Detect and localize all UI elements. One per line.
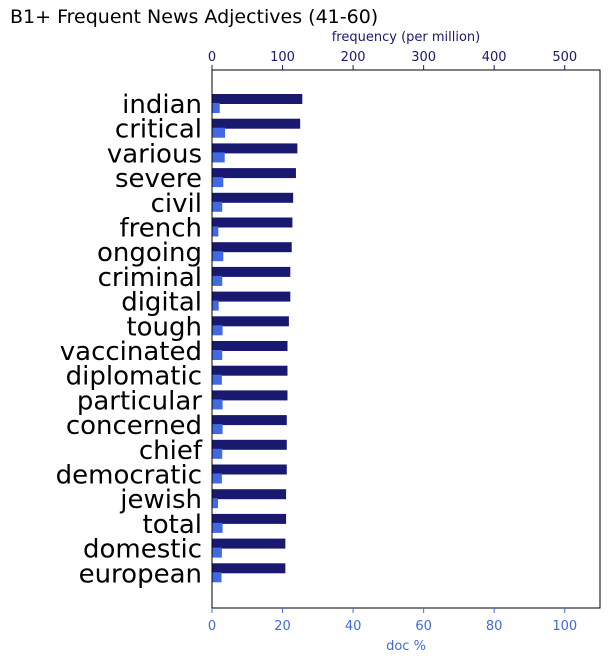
- doc-percent-bar-criminal: [212, 275, 223, 286]
- category-label-vaccinated: vaccinated: [60, 337, 202, 367]
- frequency-bar-concerned: [212, 415, 287, 426]
- doc-percent-bar-vaccinated: [212, 350, 223, 360]
- frequency-bar-various: [212, 143, 298, 154]
- frequency-bar-european: [212, 563, 286, 574]
- doc-percent-bar-particular: [212, 399, 223, 410]
- category-label-chief: chief: [139, 436, 203, 466]
- category-label-various: various: [107, 139, 202, 169]
- frequency-bar-french: [212, 217, 293, 228]
- doc-percent-bar-french: [212, 226, 219, 237]
- frequency-bar-critical: [212, 118, 301, 129]
- bottom-tick-label-40: 40: [345, 619, 362, 634]
- doc-percent-bar-diplomatic: [212, 374, 222, 385]
- frequency-bar-jewish: [212, 489, 287, 500]
- top-axis: 0 100 200 300 400 500: [208, 50, 577, 70]
- doc-percent-bar-domestic: [212, 547, 222, 558]
- doc-percent-bar-total: [212, 522, 223, 533]
- bottom-tick-label-0: 0: [208, 619, 216, 634]
- doc-percent-bar-civil: [212, 201, 223, 212]
- frequency-bar-tough: [212, 316, 289, 327]
- doc-percent-bar-various: [212, 152, 225, 163]
- category-label-domestic: domestic: [83, 535, 202, 565]
- frequency-bar-severe: [212, 168, 296, 179]
- category-label-democratic: democratic: [56, 461, 202, 491]
- frequency-bar-particular: [212, 390, 288, 401]
- frequency-bar-chief: [212, 439, 287, 450]
- category-label-indian: indian: [122, 90, 202, 120]
- chart-title: B1+ Frequent News Adjectives (41-60): [10, 6, 379, 28]
- top-tick-label-400: 400: [482, 50, 507, 65]
- top-axis-title: frequency (per million): [332, 30, 481, 45]
- frequency-bar-indian: [212, 94, 303, 104]
- frequency-bar-vaccinated: [212, 341, 288, 351]
- category-label-french: french: [119, 214, 202, 244]
- doc-percent-bar-indian: [212, 103, 220, 113]
- category-label-tough: tough: [126, 312, 202, 342]
- doc-percent-bar-digital: [212, 300, 219, 311]
- category-label-severe: severe: [115, 164, 202, 194]
- top-tick-label-100: 100: [270, 50, 295, 65]
- doc-percent-bar-severe: [212, 177, 224, 188]
- frequency-bar-domestic: [212, 538, 286, 549]
- doc-percent-bar-tough: [212, 325, 223, 336]
- frequency-bar-diplomatic: [212, 365, 288, 376]
- category-label-jewish: jewish: [119, 485, 202, 515]
- frequency-bar-criminal: [212, 266, 291, 277]
- bottom-tick-label-20: 20: [274, 619, 291, 634]
- frequency-bar-total: [212, 513, 287, 524]
- frequency-bar-democratic: [212, 464, 287, 475]
- frequency-bar-civil: [212, 192, 294, 203]
- category-label-total: total: [143, 510, 202, 540]
- doc-percent-bar-democratic: [212, 473, 222, 484]
- bottom-tick-label-100: 100: [552, 619, 577, 634]
- category-label-diplomatic: diplomatic: [66, 362, 202, 392]
- top-tick-label-300: 300: [411, 50, 436, 65]
- doc-percent-bar-european: [212, 572, 222, 583]
- doc-percent-bar-ongoing: [212, 251, 224, 262]
- frequency-bars: [212, 94, 303, 574]
- category-label-concerned: concerned: [66, 411, 202, 441]
- doc-percent-bars: [212, 103, 226, 583]
- bottom-tick-label-60: 60: [415, 619, 432, 634]
- doc-percent-bar-jewish: [212, 498, 218, 509]
- plot-frame: [211, 69, 601, 609]
- category-label-civil: civil: [151, 189, 202, 219]
- category-label-digital: digital: [121, 288, 202, 318]
- bottom-axis-title: doc %: [386, 639, 426, 654]
- category-label-critical: critical: [115, 115, 202, 145]
- category-label-ongoing: ongoing: [97, 238, 202, 268]
- doc-percent-bar-concerned: [212, 424, 223, 435]
- bottom-tick-label-80: 80: [486, 619, 503, 634]
- bottom-axis: 0 20 40 60 80 100: [208, 608, 577, 634]
- doc-percent-bar-critical: [212, 127, 226, 138]
- category-label-european: european: [79, 559, 202, 589]
- top-tick-label-200: 200: [341, 50, 366, 65]
- frequency-bar-digital: [212, 291, 291, 302]
- category-labels: indiancriticalvariousseverecivilfrenchon…: [56, 90, 203, 589]
- category-label-criminal: criminal: [98, 263, 202, 293]
- top-tick-label-500: 500: [552, 50, 577, 65]
- category-label-particular: particular: [77, 386, 202, 416]
- doc-percent-bar-chief: [212, 448, 223, 459]
- frequency-bar-ongoing: [212, 242, 292, 253]
- top-tick-label-0: 0: [208, 50, 216, 65]
